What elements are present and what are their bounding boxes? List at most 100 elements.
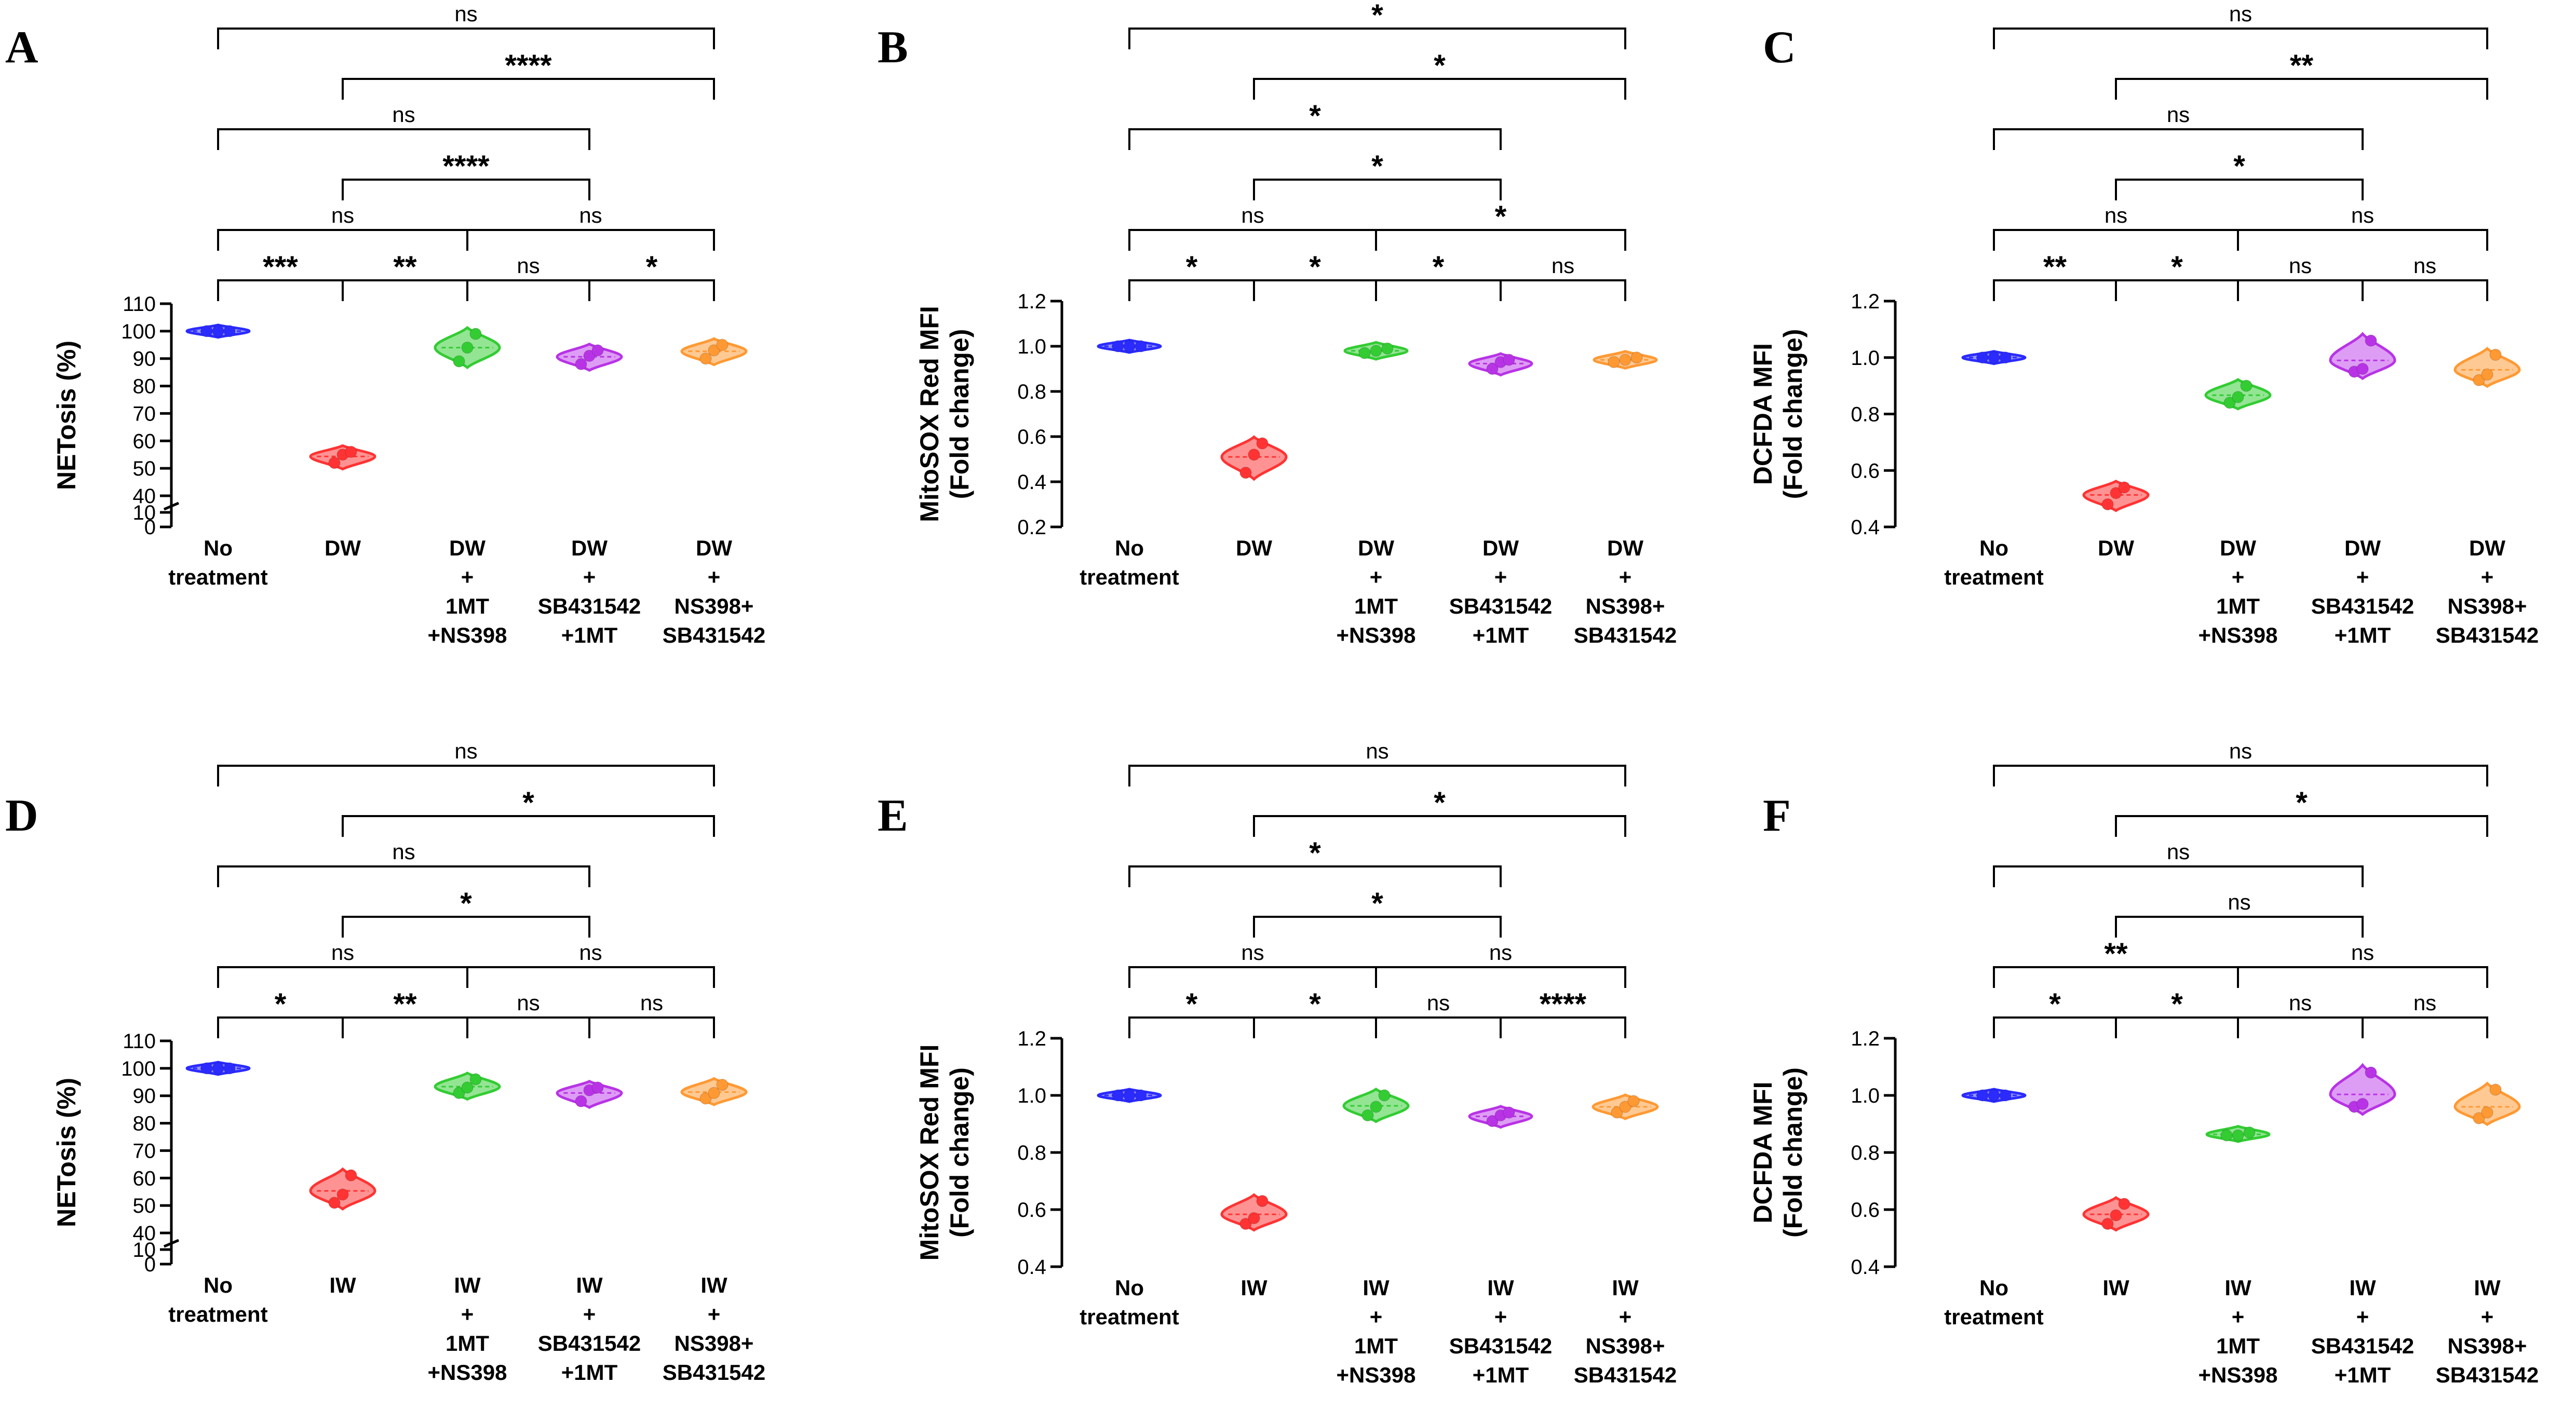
bracket: **** bbox=[342, 150, 590, 200]
data-point bbox=[1503, 1106, 1515, 1119]
bracket: ** bbox=[1993, 250, 2117, 301]
x-tick-label: IW bbox=[2102, 1276, 2129, 1300]
data-point bbox=[2110, 487, 2122, 499]
data-point bbox=[575, 358, 587, 370]
data-point bbox=[328, 457, 341, 469]
bracket-line bbox=[1500, 1016, 1626, 1038]
bracket-line bbox=[342, 815, 715, 837]
data-point bbox=[1611, 1106, 1623, 1119]
x-tick-label: SB431542 bbox=[2436, 623, 2539, 647]
data-point bbox=[1239, 467, 1252, 479]
bracket: ** bbox=[2115, 49, 2488, 100]
x-tick-label: NS398+ bbox=[675, 594, 754, 618]
bracket-line bbox=[588, 1016, 715, 1038]
y-axis-label: DCFDA MFI bbox=[1748, 1081, 1777, 1223]
bracket-line bbox=[342, 916, 590, 938]
x-tick-label: + bbox=[1494, 1305, 1507, 1329]
data-point bbox=[223, 1062, 236, 1075]
x-tick-label: IW bbox=[1240, 1276, 1267, 1300]
y-axis-label: DCFDA MFI bbox=[1748, 343, 1777, 485]
bracket: ns bbox=[466, 253, 590, 301]
x-tick-label: SB431542 bbox=[663, 1360, 766, 1385]
data-point bbox=[469, 1073, 482, 1086]
data-point bbox=[1988, 1089, 2000, 1102]
significance-label: * bbox=[2171, 250, 2183, 284]
y-tick-label: 0.4 bbox=[1851, 1256, 1880, 1279]
x-tick-label: +NS398 bbox=[1337, 623, 1416, 647]
x-tick-label: DW bbox=[1358, 536, 1394, 560]
data-point bbox=[575, 1095, 587, 1107]
data-point bbox=[200, 325, 213, 337]
bracket-line bbox=[2237, 966, 2488, 988]
data-point bbox=[1627, 1095, 1640, 1107]
bracket-line bbox=[466, 279, 590, 301]
y-tick-label: 100 bbox=[121, 1057, 156, 1080]
bracket-line bbox=[217, 28, 715, 49]
bracket: ns bbox=[217, 839, 590, 887]
significance-label: * bbox=[1371, 887, 1383, 920]
significance-label: * bbox=[646, 250, 658, 284]
bracket: ns bbox=[1375, 940, 1626, 988]
significance-label: * bbox=[2296, 786, 2308, 820]
bracket-line bbox=[217, 966, 468, 988]
significance-label: * bbox=[1371, 150, 1383, 183]
significance-label: ns bbox=[1241, 940, 1264, 965]
x-tick-label: + bbox=[2356, 1305, 2369, 1329]
y-tick-label: 1.0 bbox=[1017, 1084, 1046, 1107]
significance-label: ns bbox=[1489, 940, 1512, 965]
bracket: * bbox=[1128, 0, 1626, 49]
significance-label: ns bbox=[2289, 253, 2312, 278]
y-axis-label: (Fold change) bbox=[945, 329, 974, 499]
significance-label: ns bbox=[517, 253, 540, 278]
data-point bbox=[2232, 1129, 2244, 1142]
data-point bbox=[1239, 1218, 1252, 1230]
data-point bbox=[2473, 374, 2485, 386]
significance-label: ns bbox=[1552, 253, 1574, 278]
significance-label: ns bbox=[2167, 839, 2190, 864]
panel-label: F bbox=[1763, 791, 1791, 841]
x-tick-label: + bbox=[461, 565, 474, 589]
y-tick-label: 50 bbox=[133, 1195, 156, 1217]
bracket-line bbox=[2362, 279, 2488, 301]
y-tick-label: 50 bbox=[133, 457, 156, 480]
axis-break-mark bbox=[164, 501, 179, 511]
y-tick-label: 0.6 bbox=[1851, 1199, 1880, 1222]
x-tick-label: SB431542 bbox=[2311, 594, 2415, 618]
y-tick-label: 100 bbox=[121, 320, 156, 343]
x-tick-label: NS398+ bbox=[1586, 1334, 1665, 1358]
x-tick-label: +1MT bbox=[2335, 1363, 2391, 1387]
bracket: ns bbox=[1993, 839, 2364, 887]
significance-label: ns bbox=[2228, 890, 2250, 914]
x-tick-label: IW bbox=[1612, 1276, 1639, 1300]
data-point bbox=[1112, 1089, 1124, 1102]
y-tick-label: 90 bbox=[133, 1085, 156, 1108]
y-tick-label: 40 bbox=[133, 1222, 156, 1245]
bracket: * bbox=[1375, 250, 1502, 301]
y-axis-label: NETosis (%) bbox=[52, 1078, 81, 1227]
x-tick-label: treatment bbox=[1080, 565, 1179, 589]
bracket: * bbox=[1128, 99, 1502, 150]
y-tick-label: 1.2 bbox=[1851, 1027, 1880, 1050]
x-tick-label: IW bbox=[454, 1273, 481, 1297]
y-tick-label: 0.6 bbox=[1851, 459, 1880, 482]
y-tick-label: 110 bbox=[123, 293, 156, 316]
significance-label: ns bbox=[2289, 991, 2312, 1015]
x-tick-label: + bbox=[1370, 565, 1383, 589]
bracket: * bbox=[588, 250, 715, 301]
bracket-line bbox=[1375, 966, 1626, 988]
bracket: ns bbox=[217, 102, 590, 150]
significance-label: * bbox=[2171, 987, 2183, 1021]
x-tick-label: +NS398 bbox=[1337, 1363, 1416, 1387]
significance-label: * bbox=[1495, 200, 1507, 234]
x-tick-label: NS398+ bbox=[1586, 594, 1665, 618]
x-tick-label: SB431542 bbox=[1449, 594, 1553, 618]
bracket: * bbox=[342, 786, 715, 837]
x-tick-label: treatment bbox=[1944, 565, 2043, 589]
x-tick-label: IW bbox=[576, 1273, 603, 1297]
bracket-line bbox=[588, 279, 715, 301]
x-tick-label: treatment bbox=[1944, 1305, 2043, 1329]
x-tick-label: 1MT bbox=[2216, 594, 2260, 618]
bracket-line bbox=[217, 765, 715, 786]
data-point bbox=[1988, 351, 2000, 364]
x-tick-label: + bbox=[2232, 565, 2245, 589]
